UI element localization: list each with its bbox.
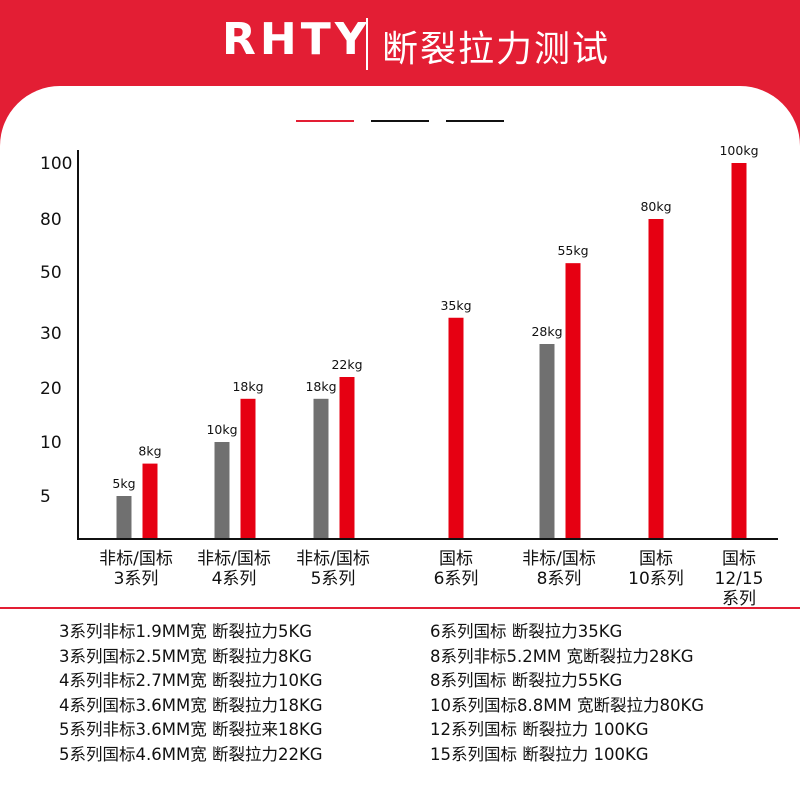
red-bar — [339, 377, 355, 538]
data-label: 18kg — [305, 379, 336, 394]
decor-line-black-1 — [371, 120, 429, 122]
data-label: 35kg — [440, 298, 471, 313]
bar-chart: 5 10 20 30 50 80 100 5kg 8kg 10kg 18kg 18kg 22kg 35kg… — [40, 143, 778, 540]
data-label: 10kg — [206, 422, 237, 437]
category-label-line: 10系列 — [628, 569, 684, 589]
page-title: 断裂拉力测试 — [382, 29, 611, 70]
category-label-line: 3系列 — [113, 569, 159, 589]
category-label-line: 国标 — [639, 549, 673, 569]
spec-line-item: 3系列国标2.5MM宽 断裂拉力8KG — [59, 646, 313, 666]
spec-line-item: 5系列非标3.6MM宽 断裂拉来18KG — [59, 720, 323, 739]
grey-bar — [116, 496, 132, 538]
y-tick-label: 80 — [40, 210, 62, 230]
x-category-label: 国标 6系列 — [396, 549, 516, 589]
y-tick-label: 30 — [40, 324, 62, 344]
y-tick-label: 50 — [40, 263, 62, 283]
decor-line-red — [296, 120, 354, 122]
y-tick-label: 5 — [40, 487, 51, 507]
spec-line-item: 3系列非标1.9MM宽 断裂拉力5KG — [59, 622, 313, 641]
x-category-label: 非标/国标 8系列 — [499, 549, 619, 589]
spec-line-item: 10系列国标8.8MM 宽断裂拉力80KG — [430, 695, 705, 715]
grey-bar — [539, 344, 555, 538]
y-tick-label: 100 — [40, 154, 72, 174]
grey-bar — [214, 442, 230, 538]
data-label: 28kg — [531, 324, 562, 339]
spec-line-item: 4系列国标3.6MM宽 断裂拉力18KG — [59, 695, 323, 715]
category-label-line: 国标 — [722, 549, 756, 569]
specs-divider — [0, 607, 800, 609]
brand-logo: RHTY — [222, 14, 371, 65]
category-label-line: 5系列 — [310, 569, 356, 589]
spec-line-item: 15系列国标 断裂拉力 100KG — [430, 744, 649, 764]
category-label-line: 6系列 — [433, 569, 479, 589]
header-banner: RHTY 断裂拉力测试 — [0, 0, 800, 90]
spec-line-item: 4系列非标2.7MM宽 断裂拉力10KG — [59, 671, 323, 690]
category-label-line: 非标/国标 — [197, 549, 271, 569]
category-label-line: 非标/国标 — [99, 549, 173, 569]
x-category-label: 国标 10系列 — [596, 549, 716, 589]
specs-left-column: 3系列非标1.9MM宽 断裂拉力5KG 3系列国标2.5MM宽 断裂拉力8KG … — [59, 620, 323, 767]
red-bar — [448, 317, 464, 538]
x-category-label: 非标/国标 4系列 — [174, 549, 294, 589]
data-label: 22kg — [331, 357, 362, 372]
y-tick-label: 10 — [40, 433, 62, 453]
y-tick-label: 20 — [40, 379, 62, 399]
data-label: 18kg — [232, 379, 263, 394]
header-divider — [366, 18, 368, 70]
x-category-label: 国标 12/15 系列 — [679, 549, 799, 609]
decor-line-black-2 — [446, 120, 504, 122]
red-bar — [648, 219, 664, 538]
category-label-line: 非标/国标 — [296, 549, 370, 569]
red-bar — [240, 398, 256, 538]
data-label: 100kg — [719, 143, 758, 158]
red-bar — [565, 263, 581, 538]
data-label: 55kg — [557, 243, 588, 258]
category-label-line: 系列 — [722, 589, 756, 609]
content-panel — [0, 86, 800, 800]
category-label-line: 国标 — [439, 549, 473, 569]
red-bar — [142, 463, 158, 538]
category-label-line: 4系列 — [211, 569, 257, 589]
data-label: 5kg — [112, 476, 135, 491]
data-label: 8kg — [138, 444, 161, 459]
spec-line-item: 12系列国标 断裂拉力 100KG — [430, 720, 649, 739]
data-label: 80kg — [640, 199, 671, 214]
category-label-line: 8系列 — [536, 569, 582, 589]
grey-bar — [313, 398, 329, 538]
specs-right-column: 6系列国标 断裂拉力35KG 8系列非标5.2MM 宽断裂拉力28KG 8系列国… — [430, 620, 704, 767]
spec-line-item: 8系列非标5.2MM 宽断裂拉力28KG — [430, 646, 694, 666]
spec-line-item: 8系列国标 断裂拉力55KG — [430, 671, 623, 690]
category-label-line: 非标/国标 — [522, 549, 596, 569]
x-category-label: 非标/国标 3系列 — [76, 549, 196, 589]
category-label-line: 12/15 — [714, 569, 764, 589]
red-bar — [731, 163, 747, 538]
x-category-label: 非标/国标 5系列 — [273, 549, 393, 589]
spec-line-item: 5系列国标4.6MM宽 断裂拉力22KG — [59, 744, 323, 764]
spec-line-item: 6系列国标 断裂拉力35KG — [430, 622, 623, 641]
